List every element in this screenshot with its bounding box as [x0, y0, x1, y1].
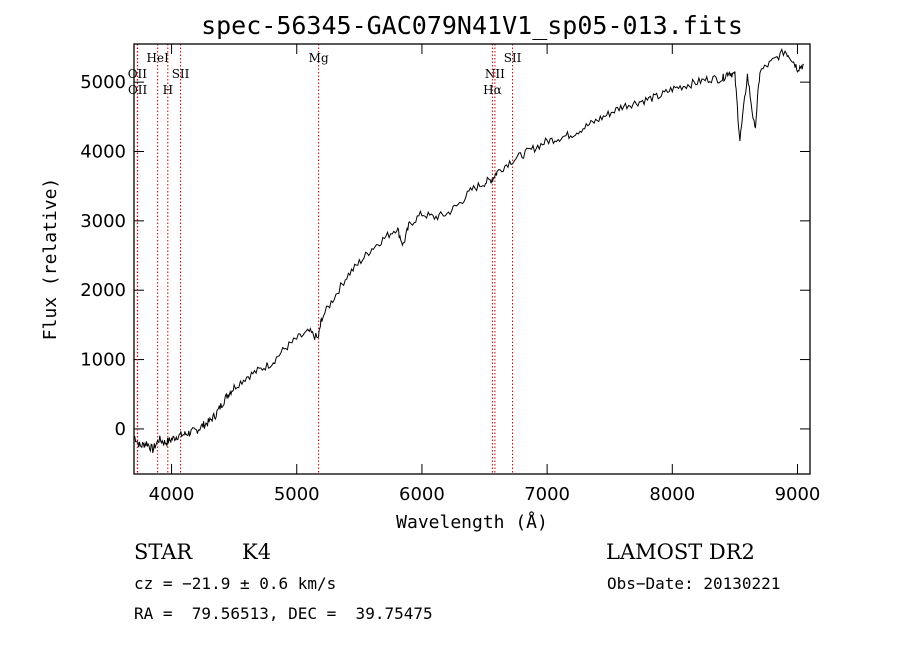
- y-tick-label: 2000: [80, 280, 126, 301]
- y-tick-label: 0: [115, 419, 126, 440]
- emission-line-label: Mg: [309, 51, 329, 65]
- x-tick-label: 9000: [775, 484, 821, 505]
- emission-line-label: SII: [504, 51, 522, 65]
- x-tick-label: 4000: [149, 484, 195, 505]
- chart-title: spec-56345-GAC079N41V1_sp05-013.fits: [201, 11, 743, 40]
- redshift-readout: cz = −21.9 ± 0.6 km/s: [134, 574, 337, 593]
- survey-name: LAMOST DR2: [606, 540, 755, 564]
- emission-line-label: Hα: [483, 83, 502, 97]
- object-class: STAR: [134, 540, 193, 564]
- x-tick-label: 5000: [274, 484, 320, 505]
- emission-line-label: OII: [128, 83, 148, 97]
- emission-line-label: NII: [485, 67, 505, 81]
- x-tick-label: 6000: [399, 484, 445, 505]
- emission-line-label: SII: [172, 67, 190, 81]
- x-tick-label: 7000: [524, 484, 570, 505]
- y-tick-label: 5000: [80, 72, 126, 93]
- y-tick-label: 3000: [80, 211, 126, 232]
- x-tick-label: 8000: [649, 484, 695, 505]
- x-axis-label: Wavelength (Å): [396, 511, 548, 533]
- emission-line-label: H: [163, 83, 173, 97]
- y-tick-label: 4000: [80, 142, 126, 163]
- plot-frame: [133, 43, 811, 475]
- emission-line-label: HeI: [147, 51, 170, 65]
- object-subclass: K4: [242, 540, 272, 564]
- y-tick-label: 1000: [80, 350, 126, 371]
- emission-line-label: OII: [128, 67, 148, 81]
- coordinates: RA = 79.56513, DEC = 39.75475: [134, 604, 433, 623]
- obs-date: Obs−Date: 20130221: [607, 574, 781, 593]
- spectrum-line: [133, 47, 804, 453]
- y-axis-label: Flux (relative): [40, 178, 61, 341]
